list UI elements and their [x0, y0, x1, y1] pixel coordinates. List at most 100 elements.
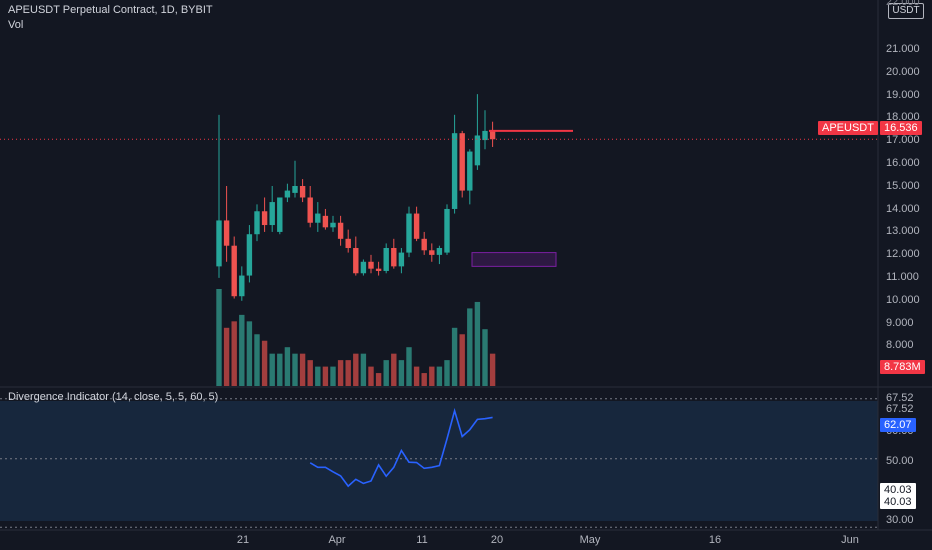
- volume-bar: [375, 373, 382, 386]
- candle-body: [322, 215, 329, 228]
- price-tick: 16.000: [886, 156, 920, 169]
- candle-body: [231, 245, 237, 297]
- candle-body: [413, 213, 420, 239]
- candle-body: [375, 268, 382, 271]
- candle-body: [489, 130, 496, 140]
- candle-body: [353, 248, 359, 274]
- chart-title-legend[interactable]: APEUSDT Perpetual Contract, 1D, BYBIT: [8, 4, 213, 16]
- volume-bar: [307, 360, 313, 386]
- volume-bar: [406, 347, 412, 386]
- indicator-level-tag[interactable]: 40.03: [880, 495, 916, 509]
- volume-bar: [315, 366, 321, 386]
- price-tick: 12.000: [886, 247, 920, 260]
- indicator-tick: 30.00: [886, 514, 914, 526]
- price-tick: 18.000: [886, 110, 920, 123]
- candle-body: [391, 248, 397, 267]
- volume-bar: [391, 353, 397, 386]
- volume-bar: [489, 353, 496, 386]
- indicator-tick: 67.52: [886, 403, 914, 415]
- candle-body: [246, 234, 253, 276]
- time-tick: Apr: [328, 534, 346, 546]
- price-tick: 8.000: [886, 338, 914, 351]
- candle-body: [429, 250, 435, 255]
- indicator-tick: 50.00: [886, 455, 914, 467]
- volume-bar: [444, 360, 450, 386]
- volume-bar: [261, 340, 268, 386]
- candle-body: [299, 186, 306, 198]
- candle-body: [360, 261, 367, 274]
- currency-selector[interactable]: USDT: [888, 3, 924, 19]
- candle-body: [269, 202, 275, 226]
- candle-body: [315, 213, 321, 223]
- indicator-value-tag[interactable]: 62.07: [880, 418, 916, 432]
- volume-bar: [421, 373, 427, 386]
- volume-tag[interactable]: 8.783M: [880, 360, 925, 374]
- volume-bar: [223, 327, 230, 386]
- time-tick: 20: [490, 534, 504, 546]
- volume-legend[interactable]: Vol: [8, 19, 24, 31]
- price-tick-partial: 22.000: [886, 0, 920, 8]
- candle-body: [239, 275, 245, 297]
- price-tick: 9.000: [886, 316, 914, 329]
- price-tick: 21.000: [886, 42, 920, 55]
- indicator-legend[interactable]: Divergence Indicator (14, close, 5, 5, 6…: [8, 391, 219, 403]
- candle-body: [467, 151, 473, 191]
- candle-body: [223, 220, 230, 246]
- price-tick: 14.000: [886, 202, 920, 215]
- price-tick: 15.000: [886, 179, 920, 192]
- volume-bar: [368, 366, 374, 386]
- indicator-line: [309, 407, 493, 488]
- candle-body: [337, 222, 344, 239]
- candle-body: [368, 261, 374, 269]
- volume-bar: [330, 366, 336, 386]
- candle-body: [284, 190, 291, 198]
- volume-bar: [284, 347, 291, 386]
- volume-bar: [413, 366, 420, 386]
- candle-body: [436, 248, 443, 255]
- last-price-tag[interactable]: 16.536: [880, 121, 922, 135]
- candle-body: [277, 197, 283, 232]
- price-tick: 13.000: [886, 224, 920, 237]
- candle-body: [254, 211, 260, 235]
- candle-body: [345, 238, 351, 248]
- candle-body: [330, 222, 336, 228]
- price-tick: 20.000: [886, 65, 920, 78]
- volume-bar: [360, 353, 367, 386]
- volume-bar: [345, 360, 351, 386]
- candle-body: [451, 133, 458, 209]
- volume-bar: [429, 366, 435, 386]
- volume-bar: [467, 308, 473, 386]
- volume-bar: [482, 329, 488, 386]
- candle-body: [444, 208, 450, 253]
- candle-body: [216, 220, 222, 267]
- candle-body: [292, 186, 298, 193]
- volume-bar: [451, 327, 458, 386]
- price-tick: 19.000: [886, 88, 920, 101]
- volume-bar: [353, 353, 359, 386]
- volume-bar: [277, 353, 283, 386]
- candle-body: [261, 211, 268, 226]
- candle-body: [406, 213, 412, 253]
- time-tick: Jun: [841, 534, 859, 546]
- candle-body: [307, 197, 313, 223]
- volume-bar: [383, 360, 389, 386]
- symbol-tag[interactable]: APEUSDT: [818, 121, 878, 135]
- volume-bar: [269, 353, 275, 386]
- volume-bar: [239, 314, 245, 386]
- volume-bar: [254, 334, 260, 386]
- indicator-level-tag[interactable]: 40.03: [880, 483, 916, 497]
- candle-body: [398, 252, 405, 267]
- volume-bar: [337, 360, 344, 386]
- candle-body: [482, 130, 488, 141]
- volume-bar: [436, 366, 443, 386]
- time-tick: 16: [708, 534, 722, 546]
- candle-body: [474, 135, 481, 166]
- price-tick: 11.000: [886, 270, 919, 283]
- volume-bar: [459, 334, 465, 386]
- time-tick: May: [579, 534, 601, 546]
- candle-body: [459, 133, 465, 191]
- indicator-pane[interactable]: [0, 401, 878, 521]
- time-tick: 21: [236, 534, 250, 546]
- volume-bar: [216, 289, 222, 386]
